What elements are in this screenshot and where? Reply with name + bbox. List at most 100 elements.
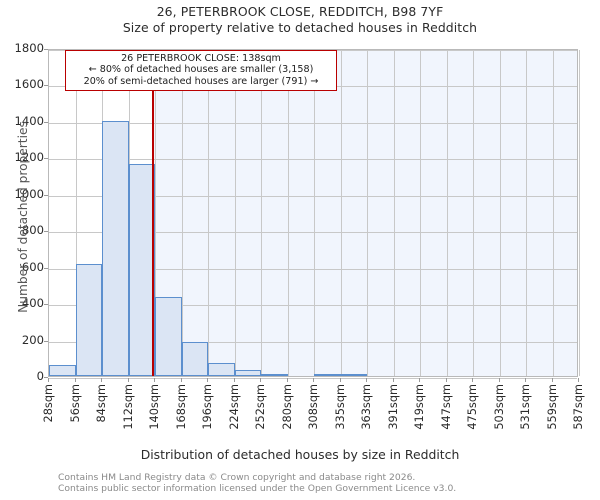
y-tick-label: 1600 xyxy=(14,77,44,92)
x-tick-label: 308sqm xyxy=(307,384,320,430)
x-tick-mark xyxy=(101,378,102,382)
gridline xyxy=(49,195,577,197)
y-tick-label: 400 xyxy=(21,296,44,311)
gridline xyxy=(340,50,342,376)
y-tick-mark xyxy=(44,340,48,342)
x-tick-mark xyxy=(74,378,76,382)
y-tick-mark xyxy=(44,85,48,87)
gridline xyxy=(552,50,554,376)
x-tick-mark xyxy=(127,378,129,382)
histogram-bar xyxy=(261,374,288,376)
x-tick-label: 28sqm xyxy=(42,384,55,423)
y-tick-label: 1200 xyxy=(14,150,44,165)
x-tick-label: 419sqm xyxy=(413,384,426,430)
x-tick-mark xyxy=(498,378,500,382)
y-tick-mark xyxy=(44,231,48,233)
x-axis-label: Distribution of detached houses by size … xyxy=(140,447,460,462)
property-marker-line xyxy=(152,50,155,376)
x-tick-label: 84sqm xyxy=(95,384,108,423)
x-tick-mark xyxy=(286,378,288,382)
x-tick-label: 391sqm xyxy=(386,384,400,430)
x-tick-mark xyxy=(313,378,314,382)
x-tick-mark xyxy=(419,378,420,382)
gridline xyxy=(579,50,580,376)
gridline xyxy=(526,50,527,376)
histogram-bar xyxy=(181,342,208,376)
x-tick-label: 503sqm xyxy=(492,384,506,430)
gridline xyxy=(49,305,577,307)
x-tick-label: 140sqm xyxy=(148,384,161,430)
x-tick-label: 531sqm xyxy=(519,384,532,430)
histogram-bar xyxy=(155,296,182,376)
x-tick-label: 475sqm xyxy=(466,384,479,430)
x-tick-mark xyxy=(180,378,182,382)
histogram-bar xyxy=(128,163,155,376)
gridline xyxy=(473,50,474,376)
x-tick-mark xyxy=(445,378,447,382)
x-tick-mark xyxy=(366,378,367,382)
annotation-line-2: ← 80% of detached houses are smaller (3,… xyxy=(88,64,314,76)
x-tick-mark xyxy=(48,378,49,382)
shaded-larger-region xyxy=(153,50,577,376)
histogram-bar xyxy=(102,120,129,376)
gridline xyxy=(49,268,577,270)
y-tick-mark xyxy=(44,377,48,378)
x-tick-mark xyxy=(578,378,579,382)
x-tick-mark xyxy=(551,378,553,382)
gridline xyxy=(367,50,368,376)
x-tick-label: 280sqm xyxy=(280,384,294,430)
histogram-bar xyxy=(75,263,102,376)
x-tick-label: 168sqm xyxy=(174,384,188,430)
x-tick-label: 447sqm xyxy=(439,384,453,430)
gridline xyxy=(420,50,421,376)
histogram-bar xyxy=(208,362,235,376)
x-tick-mark xyxy=(472,378,473,382)
x-tick-label: 587sqm xyxy=(572,384,585,430)
gridline xyxy=(234,50,236,376)
footer-attribution: Contains HM Land Registry data © Crown c… xyxy=(58,472,598,494)
gridline xyxy=(261,50,262,376)
gridline xyxy=(499,50,501,376)
annotation-line-1: 26 PETERBROOK CLOSE: 138sqm xyxy=(121,53,281,64)
footer-line-1: Contains HM Land Registry data © Crown c… xyxy=(58,472,416,483)
gridline xyxy=(49,159,577,161)
gridline xyxy=(314,50,315,376)
gridline xyxy=(393,50,395,376)
x-tick-label: 335sqm xyxy=(333,384,347,430)
histogram-bar xyxy=(314,374,341,376)
histogram-bar xyxy=(234,370,261,376)
x-tick-mark xyxy=(392,378,394,382)
y-tick-label: 0 xyxy=(36,369,44,383)
x-tick-label: 363sqm xyxy=(360,384,373,430)
gridline xyxy=(75,50,77,376)
gridline xyxy=(208,50,209,376)
page-subtitle: Size of property relative to detached ho… xyxy=(122,20,478,35)
y-tick-mark xyxy=(44,49,48,50)
y-tick-label: 1800 xyxy=(14,41,44,55)
gridline xyxy=(49,341,577,343)
histogram-bar xyxy=(49,365,76,376)
y-axis-label: Number of detached properties xyxy=(16,121,30,313)
gridline xyxy=(287,50,289,376)
y-tick-mark xyxy=(44,304,48,306)
x-axis: 28sqm 56sqm 84sqm 112sqm 140sqm 168sqm 196sqm 2… xyxy=(42,378,585,440)
plot-area xyxy=(48,49,580,379)
property-annotation-box: 26 PETERBROOK CLOSE: 138sqm ← 80% of det… xyxy=(65,50,337,91)
x-tick-mark xyxy=(260,378,261,382)
x-tick-label: 56sqm xyxy=(68,384,82,423)
gridline xyxy=(49,232,577,234)
histogram-bar xyxy=(340,374,367,376)
annotation-line-3: 20% of semi-detached houses are larger (… xyxy=(83,75,319,87)
x-tick-label: 252sqm xyxy=(254,384,267,430)
footer-line-2: Contains public sector information licen… xyxy=(58,482,457,494)
y-tick-mark xyxy=(44,121,48,123)
x-tick-label: 559sqm xyxy=(545,384,559,430)
y-tick-label: 1400 xyxy=(14,113,44,128)
y-tick-mark xyxy=(44,267,48,269)
x-tick-label: 224sqm xyxy=(227,384,241,430)
page-title: 26, PETERBROOK CLOSE, REDDITCH, B98 7YF xyxy=(156,4,444,19)
x-tick-label: 196sqm xyxy=(201,384,214,430)
gridline xyxy=(181,50,183,376)
y-tick-label: 800 xyxy=(21,223,44,238)
